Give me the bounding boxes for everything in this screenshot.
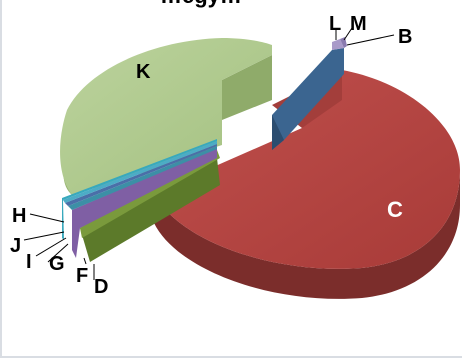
slice-C-top bbox=[154, 70, 460, 269]
label-J: J bbox=[10, 235, 21, 257]
leader-lines bbox=[23, 27, 395, 280]
slice-J bbox=[63, 141, 217, 203]
label-F: F bbox=[76, 265, 88, 287]
label-D: D bbox=[94, 276, 108, 298]
slice-K-front bbox=[222, 55, 272, 120]
leader-line-H bbox=[29, 213, 65, 223]
label-I: I bbox=[26, 251, 32, 273]
label-K: K bbox=[136, 61, 151, 83]
slice-labels: C K B L M H J I G F D bbox=[10, 13, 412, 298]
label-C: C bbox=[387, 197, 403, 222]
leader-line-J bbox=[23, 231, 65, 241]
slice-K bbox=[60, 38, 273, 195]
slice-L bbox=[332, 39, 344, 50]
slice-K-top bbox=[60, 38, 273, 195]
label-M: M bbox=[350, 13, 367, 35]
leader-line-I bbox=[35, 237, 67, 257]
slice-M bbox=[340, 37, 347, 48]
slice-C-side bbox=[154, 170, 460, 299]
leader-line-M bbox=[343, 27, 353, 41]
label-H: H bbox=[12, 205, 26, 227]
slice-F bbox=[72, 148, 217, 258]
label-B: B bbox=[398, 26, 412, 48]
label-L: L bbox=[329, 13, 341, 35]
slice-G bbox=[68, 146, 217, 210]
leader-line-B bbox=[346, 34, 395, 46]
slice-B bbox=[272, 48, 344, 150]
leader-line-G bbox=[47, 243, 69, 263]
chart-title: …egy… bbox=[160, 0, 242, 9]
label-G: G bbox=[49, 253, 65, 275]
slice-I bbox=[65, 144, 217, 206]
leader-line-F bbox=[83, 257, 87, 265]
